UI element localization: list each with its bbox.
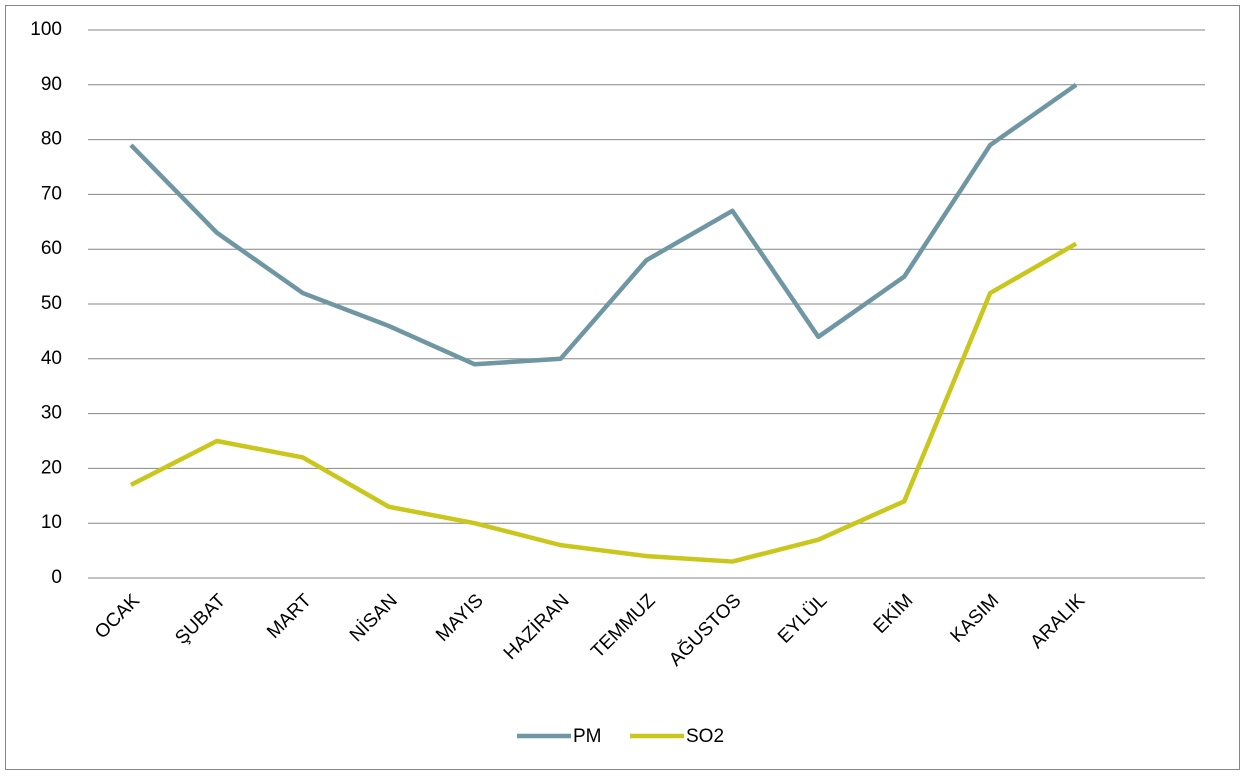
y-tick-label: 40: [41, 348, 62, 369]
y-tick-label: 60: [41, 238, 62, 259]
y-tick-label: 50: [41, 293, 62, 314]
y-tick-label: 30: [41, 403, 62, 424]
y-tick-label: 100: [30, 19, 62, 40]
legend-label: PM: [573, 726, 602, 747]
y-tick-label: 10: [41, 512, 62, 533]
y-tick-label: 0: [51, 567, 62, 588]
series-line: [129, 82, 1078, 367]
legend-label: SO2: [686, 726, 724, 747]
series-line: [129, 241, 1078, 564]
y-tick-label: 90: [41, 74, 62, 95]
chart-frame: [5, 5, 1240, 770]
y-tick-label: 20: [41, 457, 62, 478]
y-tick-label: 80: [41, 129, 62, 150]
y-tick-label: 70: [41, 183, 62, 204]
